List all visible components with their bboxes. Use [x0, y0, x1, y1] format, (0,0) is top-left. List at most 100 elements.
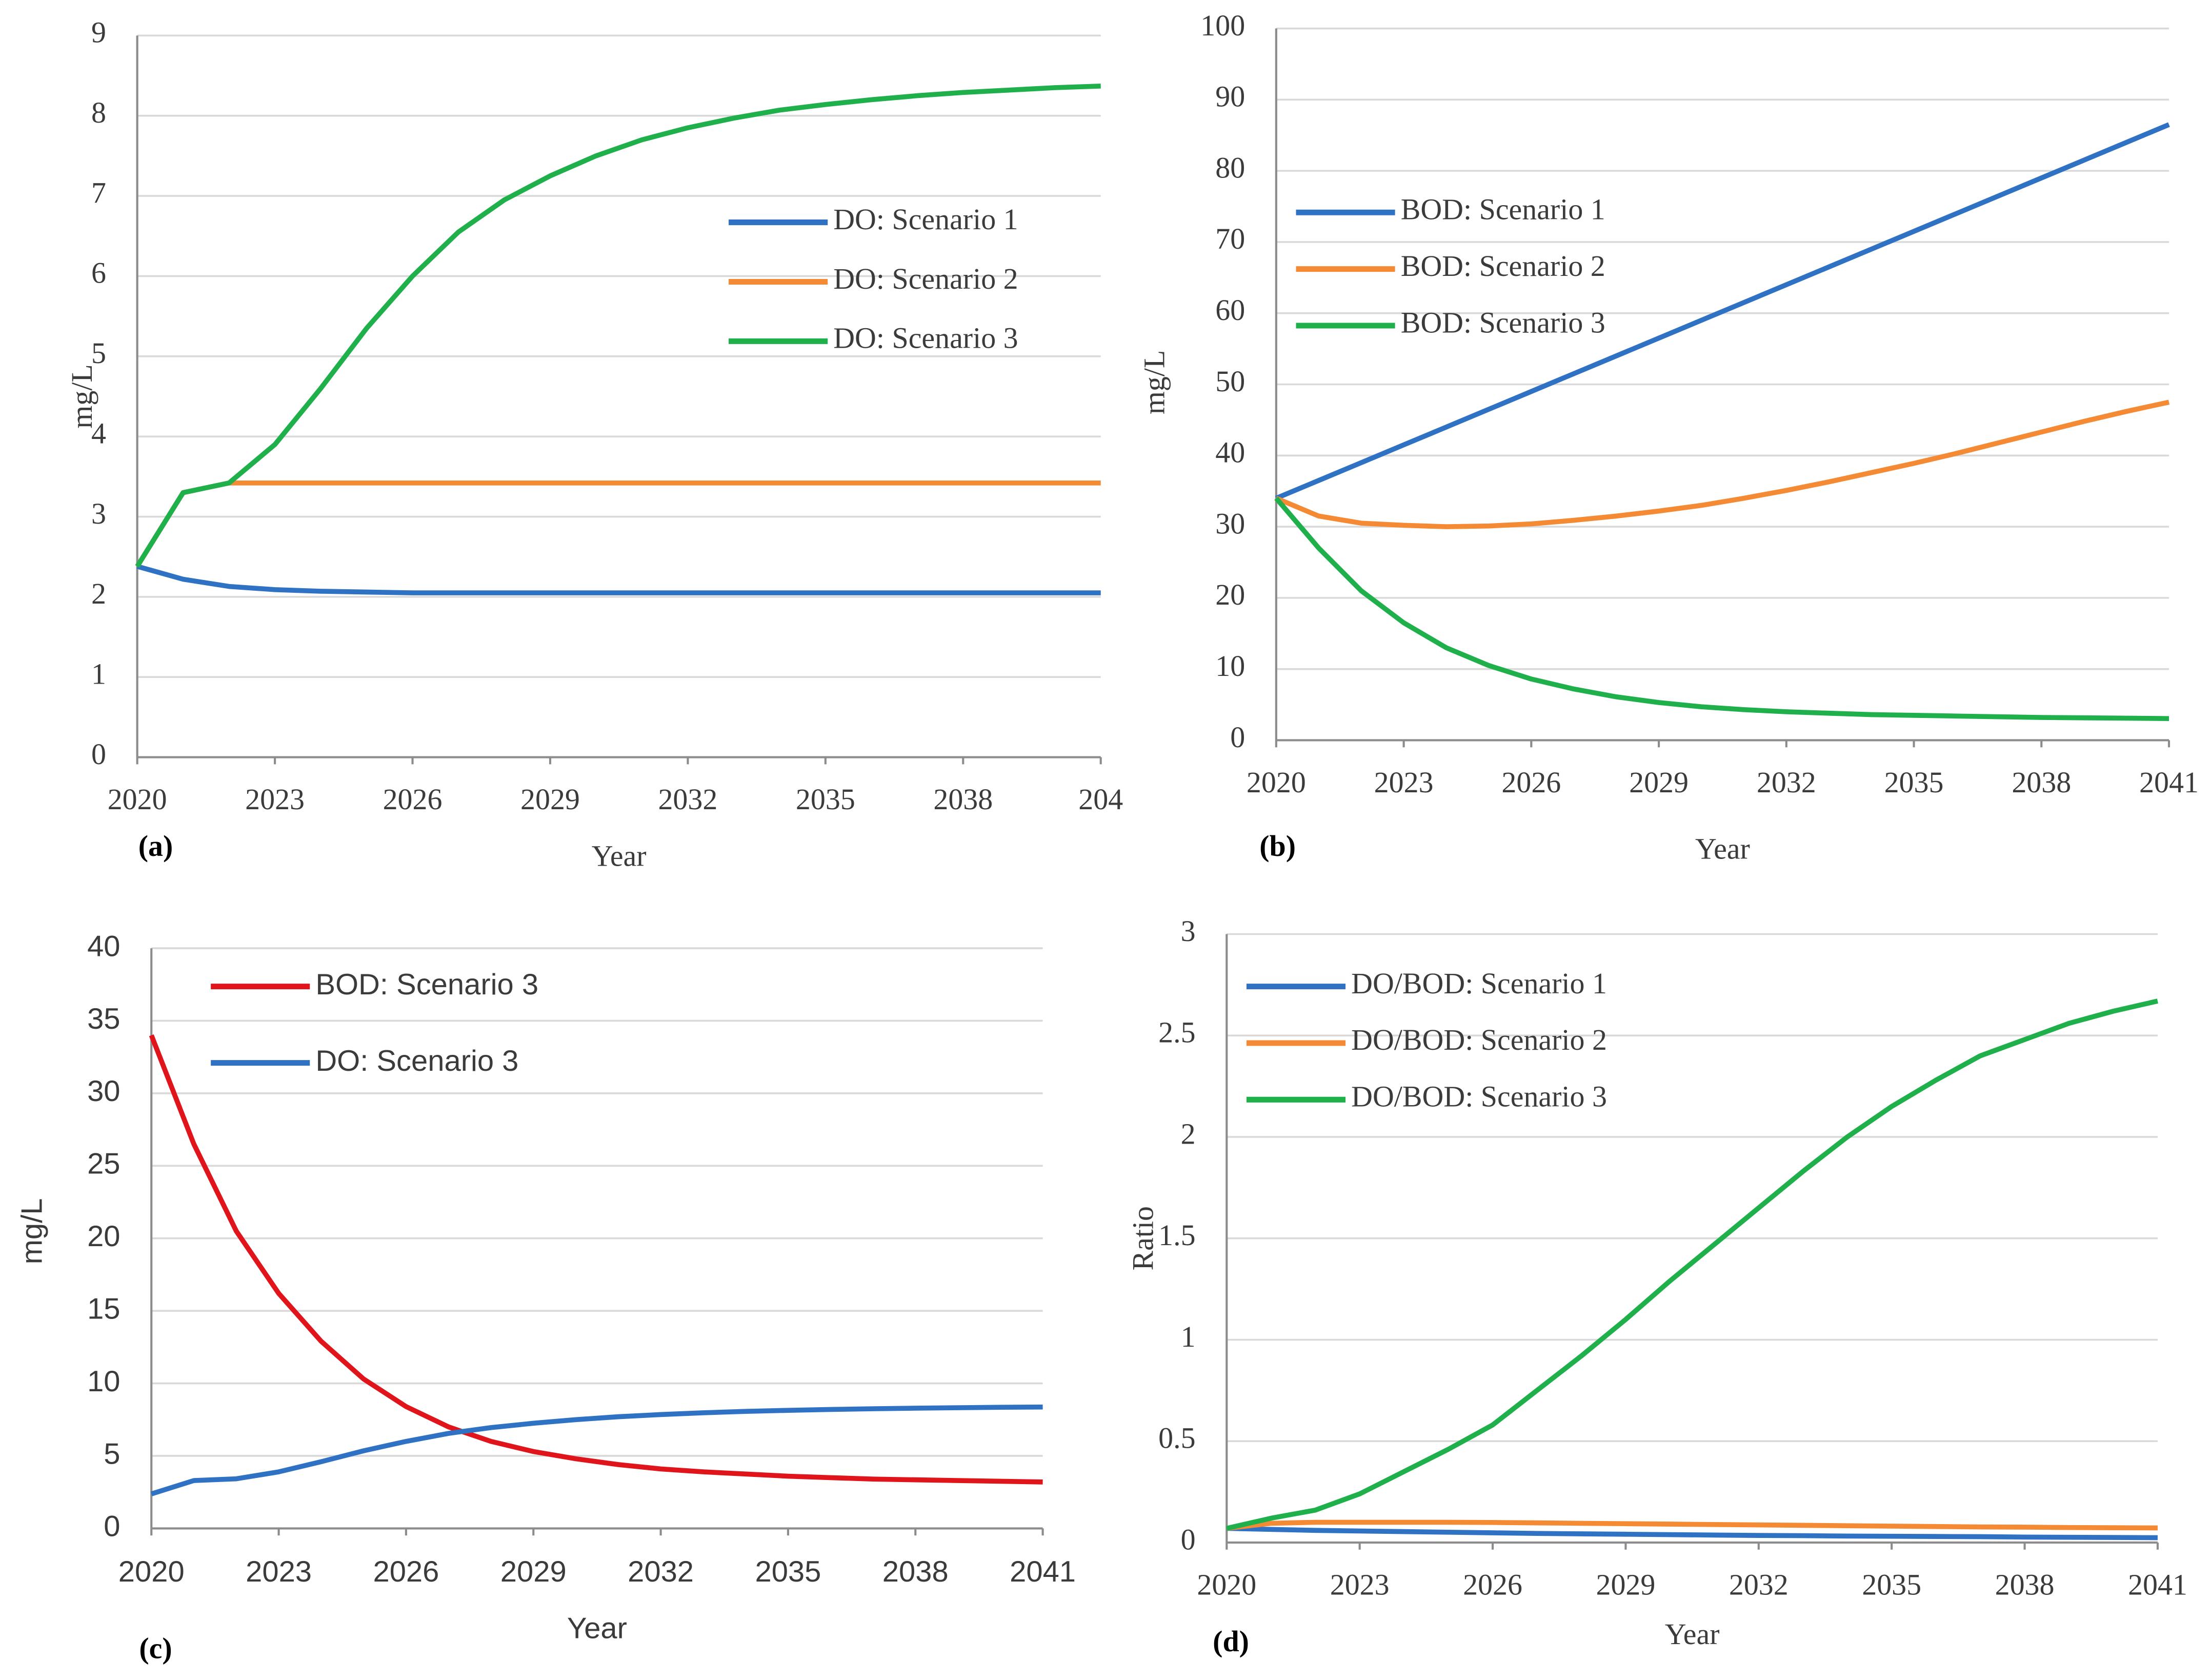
y-tick-label: 2.5 [1158, 1016, 1195, 1049]
y-tick-label: 2 [91, 577, 106, 610]
x-tick-label: 2029 [500, 1555, 567, 1588]
y-tick-label: 30 [87, 1075, 120, 1108]
x-tick-label: 2038 [882, 1555, 949, 1588]
x-tick-label: 2035 [1884, 766, 1944, 799]
legend-label: BOD: Scenario 2 [1401, 249, 1605, 283]
series-line [135, 481, 1101, 568]
y-tick-label: 1 [1181, 1320, 1196, 1353]
x-tick-label: 2020 [1197, 1568, 1256, 1602]
legend-label: DO: Scenario 1 [833, 203, 1018, 236]
x-tick-label: 2035 [1862, 1568, 1921, 1602]
x-axis-title: Year [1695, 832, 1750, 866]
x-tick-label: 2029 [1596, 1568, 1655, 1602]
legend-label: DO/BOD: Scenario 3 [1351, 1080, 1607, 1113]
legend-label: DO: Scenario 3 [833, 322, 1018, 355]
panel-label: (a) [138, 829, 173, 863]
legend-label: DO: Scenario 2 [833, 262, 1018, 295]
x-tick-label: 2032 [658, 783, 717, 816]
x-tick-label: 2029 [1629, 766, 1689, 799]
y-tick-label: 0 [91, 737, 106, 771]
y-tick-label: 4 [91, 416, 106, 450]
y-tick-label: 70 [1215, 222, 1245, 255]
y-tick-label: 10 [87, 1365, 120, 1398]
x-tick-label: 2041 [2139, 766, 2199, 799]
y-tick-label: 80 [1215, 151, 1245, 184]
y-tick-label: 3 [1181, 914, 1196, 948]
panel: 0 10 20 30 40 50 60 70 80 90 100 2020 2023 2026 2029 20… [1137, 9, 2199, 866]
panel-label: (c) [139, 1632, 172, 1665]
y-tick-label: 6 [91, 256, 106, 290]
y-axis-title: mg/L [1137, 350, 1171, 415]
y-tick-label: 50 [1215, 365, 1245, 398]
series-line [1275, 399, 2170, 529]
y-tick-label: 0 [1230, 721, 1245, 754]
series-line [150, 1404, 1043, 1496]
x-axis-title: Year [592, 839, 647, 873]
y-tick-label: 0 [104, 1510, 120, 1543]
series-line [136, 564, 1101, 595]
x-tick-label: 2035 [755, 1555, 821, 1588]
series-line [149, 1034, 1043, 1485]
legend-label: DO/BOD: Scenario 2 [1351, 1023, 1607, 1056]
series-line [1275, 122, 2170, 501]
x-axis-title: Year [1665, 1617, 1720, 1651]
y-axis-title: mg/L [16, 1198, 49, 1265]
series-line [1227, 1526, 2158, 1541]
y-tick-label: 40 [87, 930, 120, 963]
x-tick-label: 2020 [118, 1555, 185, 1588]
y-axis-title: Ratio [1126, 1206, 1159, 1271]
series-line [135, 84, 1101, 568]
series-line [1274, 496, 2169, 721]
x-tick-label: 2032 [628, 1555, 694, 1588]
x-tick-label: 2026 [373, 1555, 439, 1588]
legend-label: BOD: Scenario 1 [1401, 193, 1605, 226]
x-tick-label: 2035 [796, 783, 855, 816]
y-tick-label: 5 [104, 1437, 120, 1470]
y-tick-label: 3 [91, 497, 106, 530]
x-tick-label: 2020 [1247, 766, 1306, 799]
x-tick-label: 2023 [245, 783, 305, 816]
panel-label: (b) [1259, 829, 1296, 863]
y-tick-label: 1 [91, 657, 106, 691]
x-tick-label: 2041 [2128, 1568, 2187, 1602]
x-tick-label: 2038 [2012, 766, 2071, 799]
y-tick-label: 60 [1215, 293, 1245, 327]
legend-label: DO/BOD: Scenario 1 [1351, 967, 1607, 1000]
y-tick-label: 5 [91, 336, 106, 370]
y-tick-label: 20 [87, 1220, 120, 1253]
panel: 0 5 10 15 20 25 30 35 40 2020 2023 2026 2029 2032 2035… [16, 930, 1076, 1665]
x-tick-label: 204 [1078, 783, 1123, 816]
panel: 0 0.5 1 1.5 2 2.5 3 2020 2023 2026 2029 2032 2035 203… [1126, 914, 2187, 1658]
x-tick-label: 2020 [108, 783, 167, 816]
legend-label: BOD: Scenario 3 [315, 968, 538, 1001]
y-tick-label: 8 [91, 96, 106, 129]
y-tick-label: 0.5 [1158, 1422, 1195, 1455]
x-tick-label: 2023 [1330, 1568, 1390, 1602]
series-line [1226, 998, 2158, 1531]
y-tick-label: 9 [91, 16, 106, 49]
y-tick-label: 20 [1215, 578, 1245, 611]
y-tick-label: 10 [1215, 649, 1245, 683]
y-tick-label: 7 [91, 176, 106, 209]
x-tick-label: 2032 [1729, 1568, 1789, 1602]
legend-label: BOD: Scenario 3 [1401, 306, 1605, 339]
y-tick-label: 25 [87, 1148, 120, 1181]
x-tick-label: 2032 [1757, 766, 1816, 799]
x-tick-label: 2026 [1463, 1568, 1522, 1602]
y-tick-label: 100 [1200, 9, 1245, 42]
x-tick-label: 2026 [1501, 766, 1561, 799]
y-tick-label: 40 [1215, 436, 1245, 469]
x-tick-label: 2041 [1010, 1555, 1076, 1588]
x-tick-label: 2038 [933, 783, 993, 816]
legend-label: DO: Scenario 3 [315, 1045, 518, 1077]
y-tick-label: 30 [1215, 507, 1245, 540]
x-tick-label: 2038 [1995, 1568, 2055, 1602]
y-tick-label: 15 [87, 1292, 120, 1325]
y-tick-label: 35 [87, 1003, 120, 1035]
y-tick-label: 0 [1181, 1523, 1196, 1556]
x-tick-label: 2023 [246, 1555, 312, 1588]
panel-label: (d) [1213, 1625, 1249, 1658]
panel: 0 1 2 3 4 5 6 7 8 9 2020 2023 2026 2029 2032 2035 2038 20… [65, 16, 1123, 873]
